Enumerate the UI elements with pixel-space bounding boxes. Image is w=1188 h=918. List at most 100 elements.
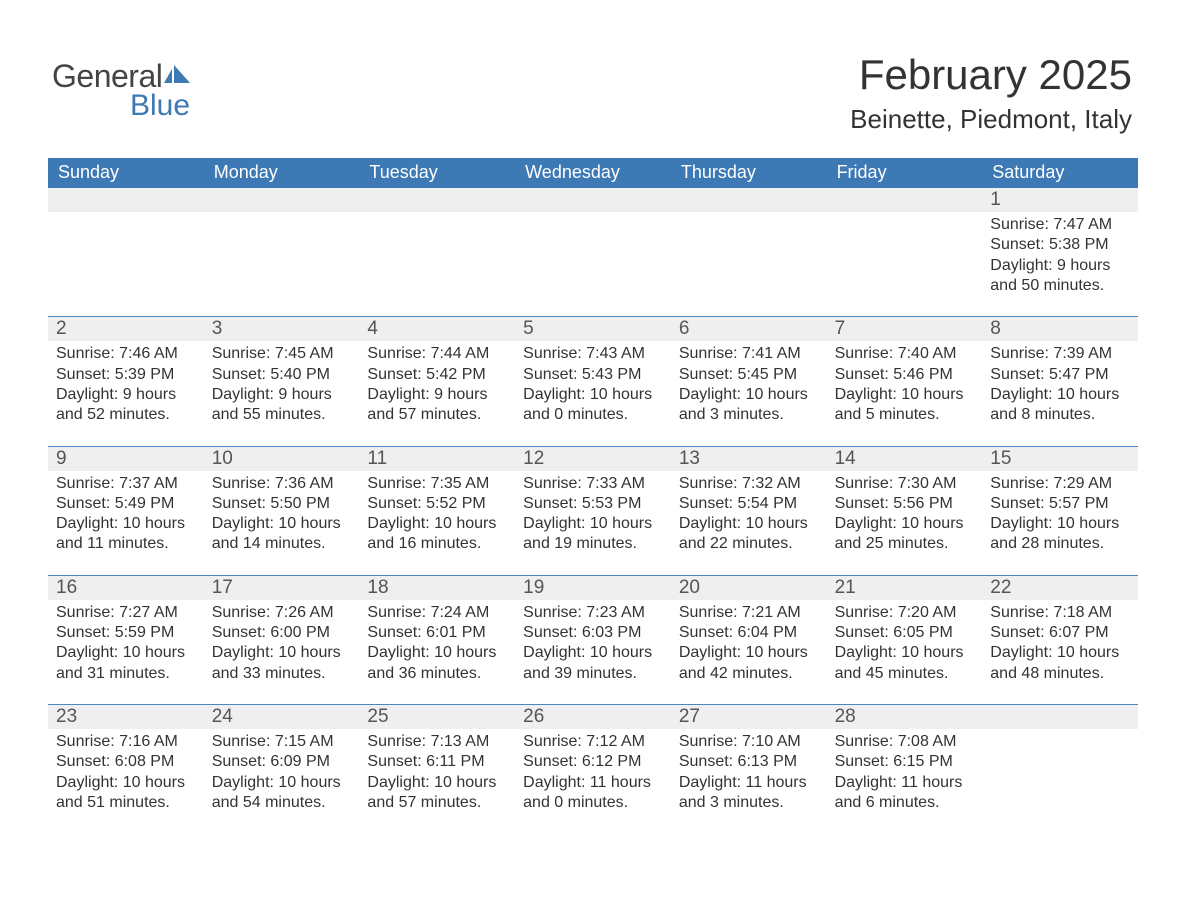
sunset-text: Sunset: 6:15 PM: [835, 752, 975, 772]
day-number: 5: [515, 317, 671, 341]
day-details: Sunrise: 7:37 AMSunset: 5:49 PMDaylight:…: [56, 473, 196, 555]
calendar-day-cell: [827, 188, 983, 302]
daylight-text: Daylight: 10 hours and 36 minutes.: [367, 643, 507, 684]
day-details: Sunrise: 7:47 AMSunset: 5:38 PMDaylight:…: [990, 214, 1130, 296]
day-details: Sunrise: 7:26 AMSunset: 6:00 PMDaylight:…: [212, 602, 352, 684]
day-number: 10: [204, 447, 360, 471]
sunset-text: Sunset: 6:08 PM: [56, 752, 196, 772]
day-number: 2: [48, 317, 204, 341]
calendar-day-cell: 7Sunrise: 7:40 AMSunset: 5:46 PMDaylight…: [827, 317, 983, 431]
day-details: Sunrise: 7:46 AMSunset: 5:39 PMDaylight:…: [56, 343, 196, 425]
day-number: 6: [671, 317, 827, 341]
calendar-day-cell: 19Sunrise: 7:23 AMSunset: 6:03 PMDayligh…: [515, 576, 671, 690]
sunrise-text: Sunrise: 7:32 AM: [679, 474, 819, 494]
daylight-text: Daylight: 10 hours and 25 minutes.: [835, 514, 975, 555]
day-details: Sunrise: 7:13 AMSunset: 6:11 PMDaylight:…: [367, 731, 507, 813]
sunset-text: Sunset: 5:53 PM: [523, 494, 663, 514]
day-number: 15: [982, 447, 1138, 471]
daylight-text: Daylight: 10 hours and 11 minutes.: [56, 514, 196, 555]
calendar-day-cell: [359, 188, 515, 302]
sunrise-text: Sunrise: 7:36 AM: [212, 474, 352, 494]
calendar-day-cell: [515, 188, 671, 302]
day-number: 7: [827, 317, 983, 341]
day-details: Sunrise: 7:20 AMSunset: 6:05 PMDaylight:…: [835, 602, 975, 684]
day-details: Sunrise: 7:12 AMSunset: 6:12 PMDaylight:…: [523, 731, 663, 813]
month-title: February 2025: [850, 52, 1132, 98]
sunrise-text: Sunrise: 7:29 AM: [990, 474, 1130, 494]
sunrise-text: Sunrise: 7:18 AM: [990, 603, 1130, 623]
day-number: 22: [982, 576, 1138, 600]
sunrise-text: Sunrise: 7:23 AM: [523, 603, 663, 623]
day-number: 11: [359, 447, 515, 471]
sunset-text: Sunset: 6:05 PM: [835, 623, 975, 643]
daylight-text: Daylight: 10 hours and 48 minutes.: [990, 643, 1130, 684]
sunset-text: Sunset: 5:40 PM: [212, 365, 352, 385]
calendar-day-cell: 18Sunrise: 7:24 AMSunset: 6:01 PMDayligh…: [359, 576, 515, 690]
daylight-text: Daylight: 10 hours and 16 minutes.: [367, 514, 507, 555]
calendar-day-cell: 23Sunrise: 7:16 AMSunset: 6:08 PMDayligh…: [48, 705, 204, 819]
calendar-day-cell: 13 Sunrise: 7:32 AMSunset: 5:54 PMDayligh…: [671, 447, 827, 561]
sunset-text: Sunset: 5:49 PM: [56, 494, 196, 514]
day-number: [671, 188, 827, 212]
sunrise-text: Sunrise: 7:35 AM: [367, 474, 507, 494]
day-number: [359, 188, 515, 212]
calendar-day-cell: 4Sunrise: 7:44 AMSunset: 5:42 PMDaylight…: [359, 317, 515, 431]
sunrise-text: Sunrise: 7:21 AM: [679, 603, 819, 623]
day-number: 13: [671, 447, 827, 471]
day-details: Sunrise: 7:23 AMSunset: 6:03 PMDaylight:…: [523, 602, 663, 684]
day-details: Sunrise: 7:41 AMSunset: 5:45 PMDaylight:…: [679, 343, 819, 425]
calendar-day-cell: 2Sunrise: 7:46 AMSunset: 5:39 PMDaylight…: [48, 317, 204, 431]
sunrise-text: Sunrise: 7:44 AM: [367, 344, 507, 364]
daylight-text: Daylight: 9 hours and 50 minutes.: [990, 256, 1130, 297]
day-number: 12: [515, 447, 671, 471]
weekday-header-row: SundayMondayTuesdayWednesdayThursdayFrid…: [48, 158, 1138, 188]
sunset-text: Sunset: 6:07 PM: [990, 623, 1130, 643]
calendar-day-cell: 8Sunrise: 7:39 AMSunset: 5:47 PMDaylight…: [982, 317, 1138, 431]
sunset-text: Sunset: 5:46 PM: [835, 365, 975, 385]
daylight-text: Daylight: 10 hours and 0 minutes.: [523, 385, 663, 426]
sunrise-text: Sunrise: 7:10 AM: [679, 732, 819, 752]
sunrise-text: Sunrise: 7:27 AM: [56, 603, 196, 623]
calendar-day-cell: 1Sunrise: 7:47 AMSunset: 5:38 PMDaylight…: [982, 188, 1138, 302]
logo-word-blue: Blue: [130, 89, 192, 123]
daylight-text: Daylight: 10 hours and 22 minutes.: [679, 514, 819, 555]
weekday-header: Wednesday: [515, 158, 671, 188]
day-number: 8: [982, 317, 1138, 341]
day-details: Sunrise: 7:15 AMSunset: 6:09 PMDaylight:…: [212, 731, 352, 813]
daylight-text: Daylight: 9 hours and 55 minutes.: [212, 385, 352, 426]
day-details: Sunrise: 7:29 AMSunset: 5:57 PMDaylight:…: [990, 473, 1130, 555]
day-details: Sunrise: 7:16 AMSunset: 6:08 PMDaylight:…: [56, 731, 196, 813]
day-details: Sunrise: 7:35 AMSunset: 5:52 PMDaylight:…: [367, 473, 507, 555]
day-details: Sunrise: 7:40 AMSunset: 5:46 PMDaylight:…: [835, 343, 975, 425]
day-number: [827, 188, 983, 212]
daylight-text: Daylight: 10 hours and 39 minutes.: [523, 643, 663, 684]
sunset-text: Sunset: 5:56 PM: [835, 494, 975, 514]
daylight-text: Daylight: 10 hours and 33 minutes.: [212, 643, 352, 684]
day-details: Sunrise: 7:43 AMSunset: 5:43 PMDaylight:…: [523, 343, 663, 425]
sunset-text: Sunset: 6:13 PM: [679, 752, 819, 772]
calendar-day-cell: [982, 705, 1138, 819]
calendar-day-cell: 14Sunrise: 7:30 AMSunset: 5:56 PMDayligh…: [827, 447, 983, 561]
calendar-day-cell: 25Sunrise: 7:13 AMSunset: 6:11 PMDayligh…: [359, 705, 515, 819]
calendar-day-cell: [671, 188, 827, 302]
day-number: [204, 188, 360, 212]
sunrise-text: Sunrise: 7:26 AM: [212, 603, 352, 623]
calendar-day-cell: 21Sunrise: 7:20 AMSunset: 6:05 PMDayligh…: [827, 576, 983, 690]
calendar-day-cell: 26Sunrise: 7:12 AMSunset: 6:12 PMDayligh…: [515, 705, 671, 819]
header-titles: February 2025 Beinette, Piedmont, Italy: [850, 52, 1132, 135]
day-details: Sunrise: 7:18 AMSunset: 6:07 PMDaylight:…: [990, 602, 1130, 684]
day-number: 3: [204, 317, 360, 341]
daylight-text: Daylight: 10 hours and 31 minutes.: [56, 643, 196, 684]
day-number: 25: [359, 705, 515, 729]
location-subtitle: Beinette, Piedmont, Italy: [850, 104, 1132, 135]
day-details: [212, 214, 352, 215]
calendar-day-cell: 17Sunrise: 7:26 AMSunset: 6:00 PMDayligh…: [204, 576, 360, 690]
day-number: [982, 705, 1138, 729]
sunrise-text: Sunrise: 7:40 AM: [835, 344, 975, 364]
sunset-text: Sunset: 6:01 PM: [367, 623, 507, 643]
sunset-text: Sunset: 5:50 PM: [212, 494, 352, 514]
calendar-day-cell: 20Sunrise: 7:21 AMSunset: 6:04 PMDayligh…: [671, 576, 827, 690]
sunset-text: Sunset: 5:54 PM: [679, 494, 819, 514]
weekday-header: Thursday: [671, 158, 827, 188]
sunrise-text: Sunrise: 7:13 AM: [367, 732, 507, 752]
